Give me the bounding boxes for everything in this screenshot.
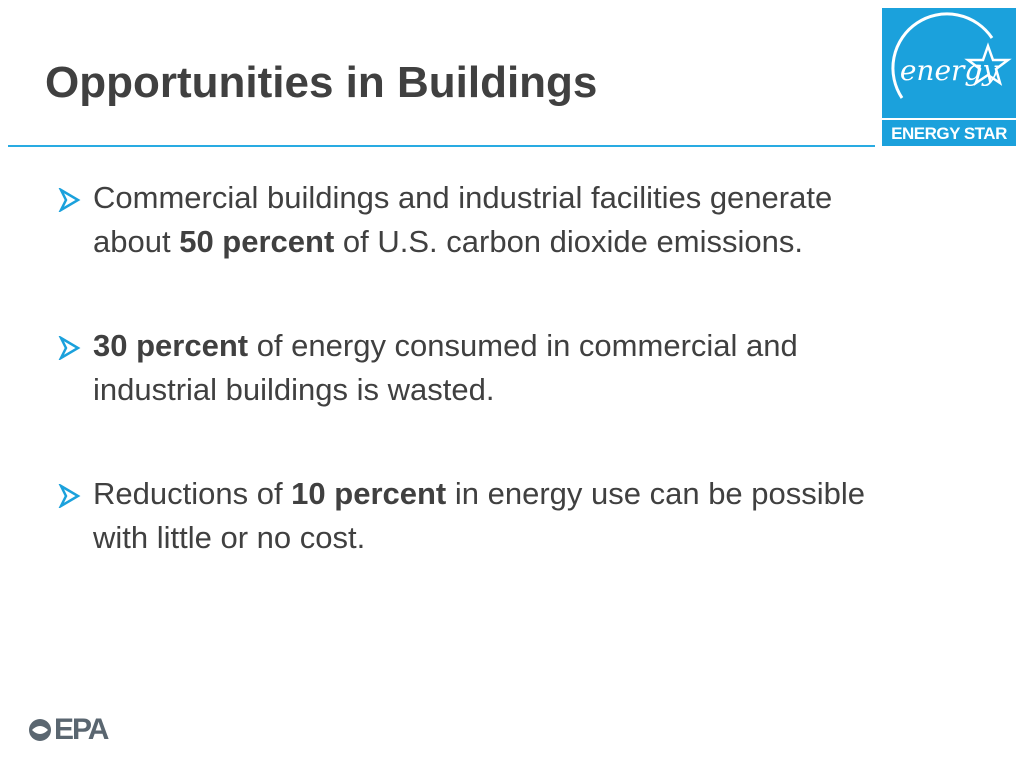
title-rule	[8, 145, 875, 147]
bullet-arrow	[58, 484, 81, 508]
bullet-text: of U.S. carbon dioxide emissions.	[334, 224, 803, 259]
bullet: 30 percent of energy consumed in commerc…	[58, 324, 888, 412]
bullet-text: Reductions of	[93, 476, 292, 511]
bullet-text: Commercial buildings and industrial faci…	[93, 180, 841, 259]
bullet-arrow	[58, 336, 81, 360]
bullet-text: in energy use can be possible with littl…	[93, 476, 874, 555]
bullet-arrow	[58, 188, 81, 212]
bullet-text: of energy consumed in commercial and ind…	[93, 328, 807, 407]
epa-mark	[29, 719, 51, 741]
bold-text: 30 percent	[93, 328, 249, 363]
bold-text: 50 percent	[179, 224, 335, 259]
bullet: Commercial buildings and industrial faci…	[58, 176, 888, 264]
energy-star-logo: energy ENERGY STAR	[882, 8, 1016, 146]
bullet-list: Commercial buildings and industrial faci…	[58, 176, 888, 620]
logo-script: energy	[899, 54, 999, 87]
slide-title: Opportunities in Buildings	[45, 58, 598, 107]
epa-logo: EPA	[28, 713, 109, 747]
arrow-shape	[58, 188, 81, 212]
logo-label: ENERGY STAR	[891, 124, 1007, 143]
epa-text: EPA	[54, 713, 109, 746]
logo-arc	[891, 12, 1012, 99]
arrow-shape	[58, 484, 81, 508]
arrow-shape	[58, 336, 81, 360]
bullet: Reductions of 10 percent in energy use c…	[58, 472, 888, 560]
bold-text: 10 percent	[291, 476, 447, 511]
logo-divider	[882, 118, 1016, 120]
